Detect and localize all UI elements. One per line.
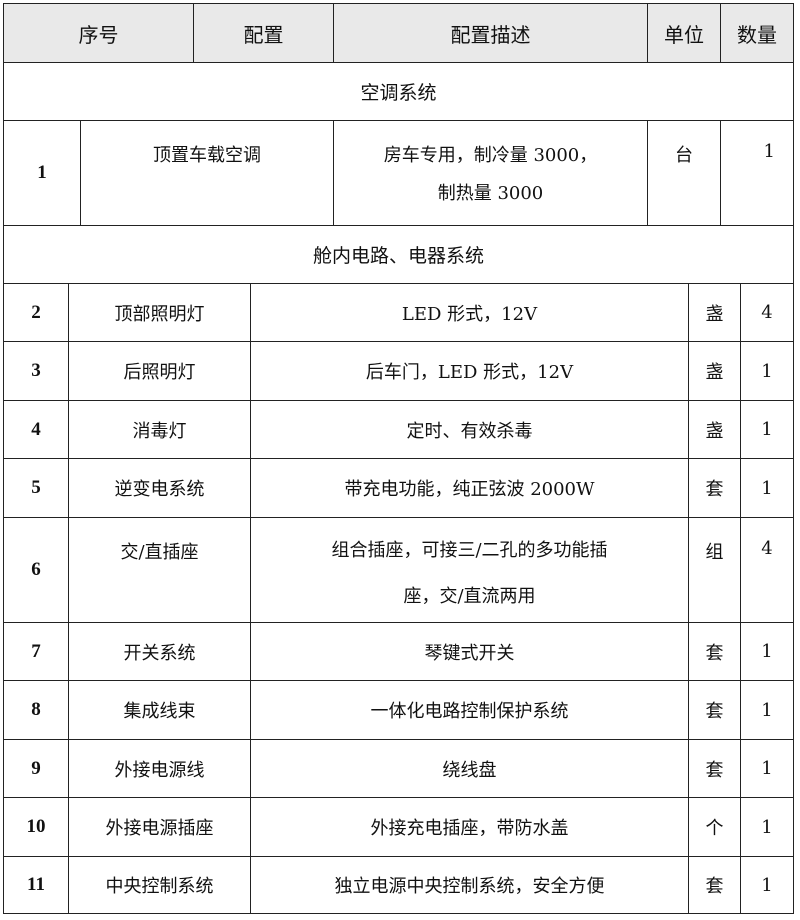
row-unit: 盏 [688,400,741,459]
row-qty: 1 [720,120,794,226]
section-row: 空调系统 [3,62,794,121]
table-row: 5 逆变电系统 带充电功能，纯正弦波 2000W 套 1 [3,458,794,518]
section-row: 舱内电路、电器系统 [3,225,794,284]
row-qty: 1 [740,341,794,401]
row-qty: 1 [740,797,794,857]
table-row: 10 外接电源插座 外接充电插座，带防水盖个 1 [3,797,794,857]
row-desc: 带充电功能，纯正弦波 2000W [250,458,689,518]
section-title: 舱内电路、电器系统 [3,225,794,284]
row-desc: 独立电源中央控制系统，安全方便 [250,856,689,914]
row-name: 中央控制系统 [68,856,251,914]
row-unit: 台 [647,120,721,226]
row-name: 外接电源插座 [68,797,251,857]
row-name: 逆变电系统 [68,458,251,518]
row-qty: 1 [740,622,794,681]
row-no: 2 [3,283,69,342]
section-title: 空调系统 [3,62,794,121]
row-unit: 盏 [688,341,741,401]
table-row: 8 集成线束 一体化电路控制保护系统套 1 [3,680,794,740]
row-unit: 套 [688,856,741,914]
row-no: 5 [3,458,69,518]
row-name: 后照明灯 [68,341,251,401]
row-no: 6 [3,517,69,623]
table-row: 6 交/直插座 组合插座，可接三/二孔的多功能插 座，交/直流两用组 4 [3,517,794,623]
header-row: 序号 配置 配置描述 单位 数量 [3,3,794,63]
row-desc: 定时、有效杀毒 [250,400,689,459]
header-desc: 配置描述 [333,3,648,63]
header-no: 序号 [3,3,194,63]
row-no: 9 [3,739,69,798]
table-row: 11 中央控制系统 独立电源中央控制系统，安全方便套 1 [3,856,794,914]
row-unit: 组 [688,517,741,623]
row-name: 集成线束 [68,680,251,740]
row-qty: 1 [740,680,794,740]
row-unit: 个 [688,797,741,857]
header-unit: 单位 [647,3,721,63]
row-no: 3 [3,341,69,401]
table-row: 4 消毒灯 定时、有效杀毒盏 1 [3,400,794,459]
desc-line: 房车专用，制冷量 3000， [383,145,598,166]
table-row: 7 开关系统 琴键式开关套 1 [3,622,794,681]
row-qty: 4 [740,517,794,623]
row-unit: 套 [688,739,741,798]
row-desc: 一体化电路控制保护系统 [250,680,689,740]
row-qty: 1 [740,458,794,518]
table-row: 2 顶部照明灯 LED 形式，12V 盏 4 [3,283,794,342]
electrical-rows: 2 顶部照明灯 LED 形式，12V 盏 4 3 后照明灯 后车门，LED 形式，12V 盏 1 4… [3,283,794,914]
table-electrical-part: 2 顶部照明灯 LED 形式，12V 盏 4 3 后照明灯 后车门，LED 形式，12V 盏 1 4… [3,283,794,914]
desc-line: 座，交/直流两用 [403,586,536,607]
table-row: 3 后照明灯 后车门，LED 形式，12V 盏 1 [3,341,794,401]
row-name: 外接电源线 [68,739,251,798]
row-name: 顶置车载空调 [80,120,334,226]
row-qty: 1 [740,856,794,914]
row-qty: 1 [740,739,794,798]
row-desc: 外接充电插座，带防水盖 [250,797,689,857]
row-desc: 组合插座，可接三/二孔的多功能插 座，交/直流两用 [250,517,689,623]
row-unit: 套 [688,680,741,740]
desc-line: 组合插座，可接三/二孔的多功能插 [331,540,608,561]
row-no: 11 [3,856,69,914]
header-qty: 数量 [720,3,794,63]
table-aircon-part: 1 顶置车载空调 房车专用，制冷量 3000， 制热量 3000 台 1 舱内电… [3,120,794,284]
row-name: 消毒灯 [68,400,251,459]
row-desc: 琴键式开关 [250,622,689,681]
header-config: 配置 [193,3,334,63]
table-header-part: 序号 配置 配置描述 单位 数量 空调系统 [3,3,794,121]
row-desc: 后车门，LED 形式，12V [250,341,689,401]
row-unit: 套 [688,622,741,681]
table-row: 1 顶置车载空调 房车专用，制冷量 3000， 制热量 3000 台 1 [3,120,794,226]
row-unit: 盏 [688,283,741,342]
row-name: 开关系统 [68,622,251,681]
row-no: 7 [3,622,69,681]
row-qty: 1 [740,400,794,459]
row-desc: 绕线盘 [250,739,689,798]
row-desc: 房车专用，制冷量 3000， 制热量 3000 [333,120,648,226]
row-no: 8 [3,680,69,740]
desc-line: 制热量 3000 [437,183,544,204]
row-name: 顶部照明灯 [68,283,251,342]
row-desc: LED 形式，12V [250,283,689,342]
row-qty: 4 [740,283,794,342]
table-row: 9 外接电源线 绕线盘套 1 [3,739,794,798]
row-unit: 套 [688,458,741,518]
row-no: 10 [3,797,69,857]
row-name: 交/直插座 [68,517,251,623]
row-no: 4 [3,400,69,459]
row-no: 1 [3,120,81,226]
